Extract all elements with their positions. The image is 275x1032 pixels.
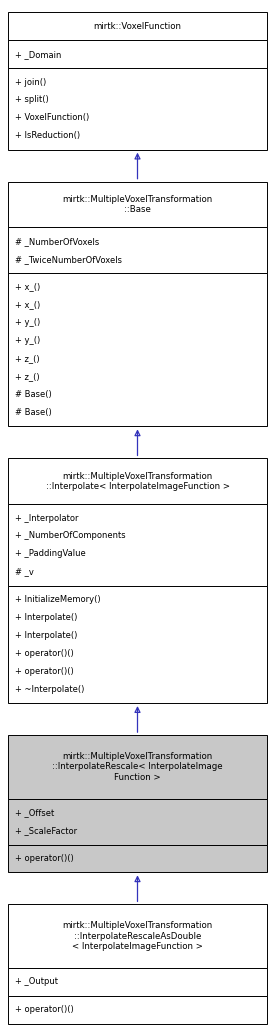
Bar [8, 12, 267, 40]
Text: + Interpolate(): + Interpolate() [15, 631, 78, 640]
Text: # _TwiceNumberOfVoxels: # _TwiceNumberOfVoxels [15, 255, 122, 264]
Bar [8, 182, 267, 227]
Text: + z_(): + z_() [15, 373, 40, 381]
Text: + ~Interpolate(): + ~Interpolate() [15, 685, 84, 694]
Text: # _v: # _v [15, 568, 34, 576]
Bar [8, 458, 267, 504]
Bar [8, 586, 267, 703]
Bar [8, 504, 267, 586]
Text: mirtk::MultipleVoxelTransformation
::InterpolateRescaleAsDouble
< InterpolateIma: mirtk::MultipleVoxelTransformation ::Int… [62, 922, 213, 952]
Text: # _NumberOfVoxels: # _NumberOfVoxels [15, 236, 99, 246]
Text: # Base(): # Base() [15, 390, 52, 399]
Text: + VoxelFunction(): + VoxelFunction() [15, 114, 89, 123]
Text: + x_(): + x_() [15, 300, 40, 310]
Bar [8, 68, 267, 150]
Text: + _PaddingValue: + _PaddingValue [15, 549, 86, 558]
Text: + split(): + split() [15, 96, 49, 104]
Text: + y_(): + y_() [15, 336, 40, 346]
Text: mirtk::MultipleVoxelTransformation
::Interpolate< InterpolateImageFunction >: mirtk::MultipleVoxelTransformation ::Int… [45, 472, 230, 491]
Bar [8, 996, 267, 1024]
Bar [8, 227, 267, 273]
Text: + _Offset: + _Offset [15, 808, 54, 817]
Text: + operator()(): + operator()() [15, 1005, 74, 1014]
Text: + operator()(): + operator()() [15, 854, 74, 863]
Text: + x_(): + x_() [15, 283, 40, 292]
Text: + _Domain: + _Domain [15, 50, 62, 59]
Text: + InitializeMemory(): + InitializeMemory() [15, 595, 101, 604]
Text: + operator()(): + operator()() [15, 667, 74, 676]
Text: mirtk::MultipleVoxelTransformation
::InterpolateRescale< InterpolateImage
Functi: mirtk::MultipleVoxelTransformation ::Int… [52, 752, 223, 782]
Bar [8, 40, 267, 68]
Text: + IsReduction(): + IsReduction() [15, 131, 80, 140]
Text: + _Output: + _Output [15, 977, 58, 987]
Bar [8, 735, 267, 799]
Bar [8, 904, 267, 968]
Text: + z_(): + z_() [15, 354, 40, 363]
Bar [8, 799, 267, 844]
Text: + operator()(): + operator()() [15, 649, 74, 658]
Bar [8, 273, 267, 426]
Text: # Base(): # Base() [15, 408, 52, 417]
Text: mirtk::VoxelFunction: mirtk::VoxelFunction [94, 22, 182, 31]
Text: + join(): + join() [15, 77, 46, 87]
Text: + Interpolate(): + Interpolate() [15, 613, 78, 622]
Bar [8, 968, 267, 996]
Text: + y_(): + y_() [15, 319, 40, 327]
Bar [8, 844, 267, 872]
Text: + _Interpolator: + _Interpolator [15, 514, 79, 522]
Text: mirtk::MultipleVoxelTransformation
::Base: mirtk::MultipleVoxelTransformation ::Bas… [62, 195, 213, 215]
Text: + _ScaleFactor: + _ScaleFactor [15, 827, 77, 835]
Text: + _NumberOfComponents: + _NumberOfComponents [15, 531, 126, 541]
